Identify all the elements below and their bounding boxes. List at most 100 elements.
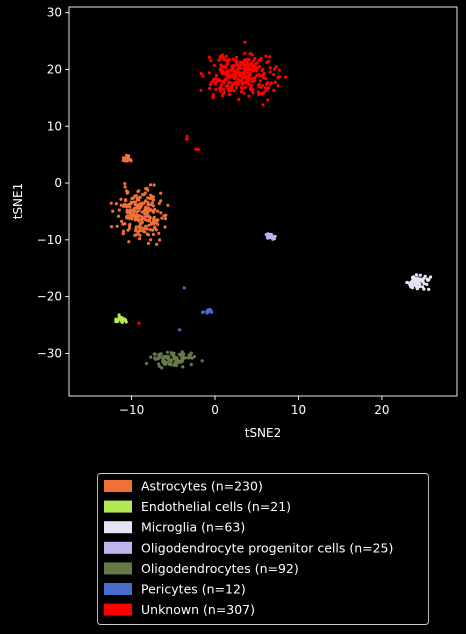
point-astrocytes <box>148 197 152 201</box>
point-oligodendrocytes <box>180 350 184 354</box>
point-oligodendrocytes <box>169 358 173 362</box>
point-endothelial-cells <box>114 319 118 324</box>
legend: Astrocytes (n=230) Endothelial cells (n=2… <box>97 473 429 625</box>
point-unknown <box>230 82 234 86</box>
point-oligodendrocytes <box>181 353 185 357</box>
point-astrocytes <box>163 217 168 221</box>
point-astrocytes <box>146 188 150 192</box>
point-astrocytes <box>164 213 168 217</box>
point-unknown <box>185 134 189 138</box>
point-oligodendrocytes <box>167 355 171 359</box>
point-microglia <box>421 285 425 289</box>
point-microglia <box>407 281 411 285</box>
point-oligodendrocytes <box>149 355 153 359</box>
point-microglia <box>414 273 419 277</box>
point-unknown <box>219 65 223 69</box>
point-oligodendrocytes <box>153 356 157 360</box>
point-oligodendrocytes <box>162 362 166 366</box>
point-astrocytes <box>111 209 115 213</box>
point-astrocytes <box>137 218 141 222</box>
legend-swatch-endothelial-cells <box>104 500 132 513</box>
legend-label-oligodendrocyte-progenitor-cells: Oligodendrocyte progenitor cells (n=25) <box>141 540 393 555</box>
point-unknown <box>261 73 265 77</box>
point-astrocytes <box>152 183 156 187</box>
point-astrocytes <box>117 208 121 212</box>
x-tick-label: 0 <box>211 403 219 417</box>
point-unknown <box>225 62 229 66</box>
x-tick-label: 10 <box>291 403 306 417</box>
point-unknown <box>264 54 268 58</box>
point-astrocytes <box>159 191 163 195</box>
point-endothelial-cells <box>124 320 128 324</box>
point-microglia <box>410 286 415 290</box>
point-pericytes <box>178 328 182 332</box>
point-oligodendrocytes <box>187 353 191 357</box>
point-unknown <box>251 91 255 95</box>
point-unknown <box>258 79 262 83</box>
point-astrocytes <box>159 211 163 215</box>
point-astrocytes <box>160 216 164 220</box>
point-microglia <box>415 287 419 291</box>
legend-swatch-unknown <box>104 603 132 616</box>
point-unknown <box>224 66 228 70</box>
point-astrocytes <box>137 189 141 193</box>
point-unknown <box>261 103 265 107</box>
point-unknown <box>241 81 246 85</box>
point-unknown <box>264 82 269 86</box>
point-astrocytes <box>136 230 140 234</box>
point-unknown <box>248 77 252 81</box>
point-astrocytes <box>120 219 124 223</box>
point-unknown <box>213 81 217 85</box>
point-astrocytes <box>135 213 139 217</box>
point-unknown <box>244 69 248 73</box>
point-astrocytes <box>132 196 136 200</box>
point-astrocytes <box>144 224 148 228</box>
point-astrocytes <box>141 192 145 196</box>
point-microglia <box>416 276 420 280</box>
point-unknown <box>201 74 205 78</box>
point-unknown <box>232 70 236 74</box>
point-oligodendrocytes <box>181 359 185 363</box>
x-tick-label: 20 <box>374 403 389 417</box>
point-astrocytes <box>138 233 142 237</box>
point-unknown <box>214 87 218 91</box>
point-astrocytes <box>157 231 161 235</box>
point-unknown <box>247 94 251 98</box>
point-unknown <box>268 82 272 86</box>
legend-label-oligodendrocytes: Oligodendrocytes (n=92) <box>141 561 299 576</box>
point-astrocytes <box>148 228 153 232</box>
point-astrocytes <box>163 225 167 229</box>
point-unknown <box>222 90 226 94</box>
point-unknown <box>268 66 272 70</box>
point-unknown <box>278 75 282 79</box>
point-oligodendrocytes <box>183 356 188 360</box>
point-astrocytes <box>139 222 143 226</box>
point-astrocytes <box>137 208 141 212</box>
point-oligodendrocytes <box>161 356 165 360</box>
point-unknown <box>219 70 223 74</box>
point-unknown <box>214 77 218 81</box>
point-unknown <box>277 68 281 72</box>
point-unknown <box>253 56 257 61</box>
point-unknown <box>208 86 212 90</box>
point-oligodendrocytes <box>192 355 196 359</box>
point-pericytes <box>209 310 214 314</box>
point-astrocytes <box>114 202 118 206</box>
point-astrocytes <box>151 198 155 202</box>
point-unknown <box>230 73 234 78</box>
point-unknown <box>234 61 238 65</box>
point-unknown <box>218 54 222 59</box>
point-unknown <box>231 57 235 61</box>
point-astrocytes <box>142 210 146 214</box>
point-unknown <box>248 73 252 77</box>
point-unknown <box>266 98 270 102</box>
point-astrocytes <box>138 205 142 209</box>
point-unknown <box>252 63 256 67</box>
y-tick-label: 30 <box>47 6 62 20</box>
y-tick-label: −10 <box>37 233 62 247</box>
point-unknown <box>234 55 239 59</box>
point-oligodendrocytes <box>174 360 178 365</box>
point-unknown <box>221 87 225 91</box>
point-astrocytes <box>145 218 149 223</box>
